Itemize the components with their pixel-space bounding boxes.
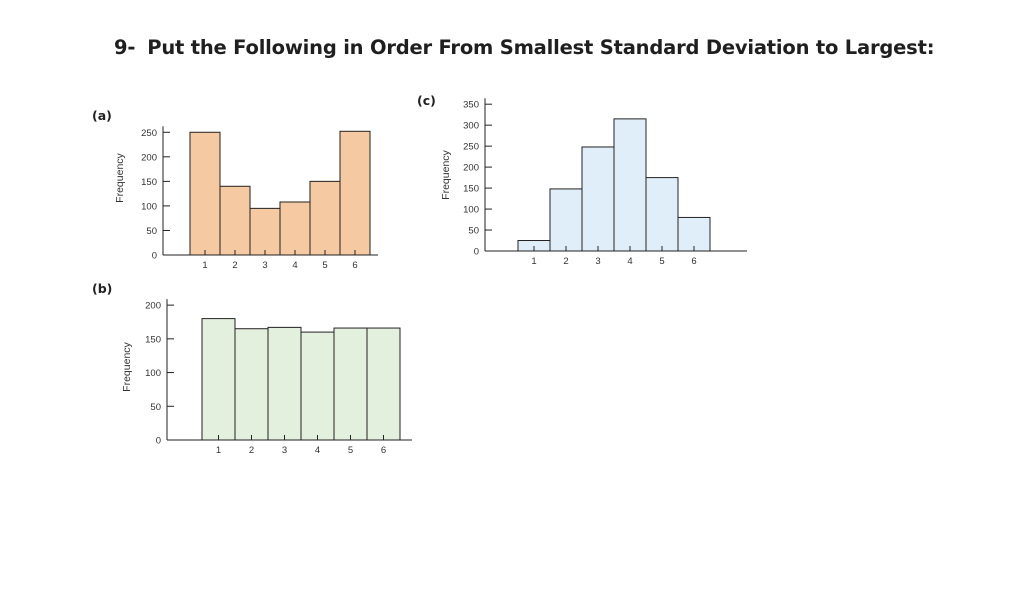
x-tick-label: 1 xyxy=(531,256,536,267)
x-tick-label: 1 xyxy=(216,445,221,456)
x-tick-label: 5 xyxy=(348,445,353,456)
x-tick-label: 4 xyxy=(315,445,320,456)
panel-label: (a) xyxy=(92,108,112,123)
bar-4 xyxy=(279,201,311,256)
y-axis-title: Frequency xyxy=(440,149,452,199)
y-tick-label: 100 xyxy=(141,201,157,212)
bar-1 xyxy=(201,318,236,441)
y-tick-label: 150 xyxy=(463,184,479,195)
question-text: Put the Following in Order From Smallest… xyxy=(147,36,935,59)
bar-3 xyxy=(267,326,302,441)
x-tick-label: 3 xyxy=(282,445,287,456)
bar-6 xyxy=(339,130,371,256)
x-tick-label: 5 xyxy=(659,256,664,267)
y-tick-label: 200 xyxy=(145,301,161,312)
y-tick-label: 0 xyxy=(152,251,157,262)
question-heading: 9- Put the Following in Order From Smalle… xyxy=(114,36,935,59)
bar-5 xyxy=(333,327,368,441)
y-tick-label: 350 xyxy=(463,100,479,111)
bar-3 xyxy=(581,146,615,252)
y-tick-label: 150 xyxy=(141,177,157,188)
y-tick-label: 250 xyxy=(141,128,157,139)
y-tick-label: 300 xyxy=(463,121,479,132)
x-tick-label: 6 xyxy=(381,445,386,456)
x-tick-label: 3 xyxy=(262,260,267,271)
y-tick-label: 0 xyxy=(156,436,161,447)
bar-6 xyxy=(366,327,401,441)
bar-5 xyxy=(309,180,341,256)
y-tick-label: 50 xyxy=(146,226,157,237)
question-number: 9- xyxy=(114,36,136,59)
bar-3 xyxy=(249,207,281,256)
panel-label: (b) xyxy=(92,281,112,296)
y-tick-label: 200 xyxy=(463,163,479,174)
bar-4 xyxy=(300,331,335,441)
y-tick-label: 150 xyxy=(145,334,161,345)
y-tick-label: 0 xyxy=(474,247,479,258)
histogram-a: (a) Frequency 0 50 100 150 200 250 1 2 3 4 5 6 xyxy=(92,108,378,271)
histogram-c: (c) Frequency 0 50 100 150 200 250 300 350 1 2 3 4 5 6 xyxy=(417,93,747,267)
y-tick-label: 200 xyxy=(141,152,157,163)
x-tick-label: 5 xyxy=(322,260,327,271)
bar-6 xyxy=(677,216,711,252)
bar-5 xyxy=(645,177,679,252)
x-tick-label: 3 xyxy=(595,256,600,267)
bar-2 xyxy=(549,188,583,252)
y-tick-label: 100 xyxy=(463,205,479,216)
bar-1 xyxy=(189,131,221,256)
x-tick-label: 4 xyxy=(627,256,632,267)
panel-label: (c) xyxy=(417,93,436,108)
y-tick-label: 50 xyxy=(150,402,161,413)
histogram-b: (b) Frequency 0 50 100 150 200 1 2 3 4 5 6 xyxy=(92,281,412,456)
x-tick-label: 4 xyxy=(292,260,297,271)
bar-4 xyxy=(613,118,647,252)
y-axis-title: Frequency xyxy=(121,341,133,391)
x-tick-label: 2 xyxy=(249,445,254,456)
x-tick-label: 6 xyxy=(691,256,696,267)
y-tick-label: 250 xyxy=(463,142,479,153)
x-tick-label: 6 xyxy=(352,260,357,271)
y-tick-label: 50 xyxy=(468,226,479,237)
x-tick-label: 2 xyxy=(232,260,237,271)
y-axis-title: Frequency xyxy=(114,152,126,202)
bar-2 xyxy=(219,185,251,256)
bar-2 xyxy=(234,328,269,441)
x-tick-label: 1 xyxy=(202,260,207,271)
x-tick-label: 2 xyxy=(563,256,568,267)
y-tick-label: 100 xyxy=(145,368,161,379)
